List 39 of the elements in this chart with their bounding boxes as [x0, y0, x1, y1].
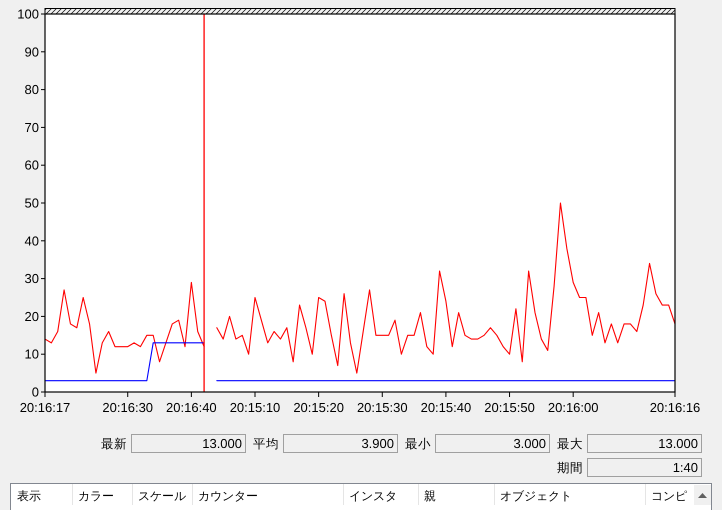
column-header: カウンター [198, 489, 258, 503]
column-header: コンピ [651, 489, 687, 503]
stat-value: 3.000 [513, 436, 546, 451]
column-header: オブジェクト [500, 489, 572, 503]
x-tick-label: 20:15:30 [356, 400, 408, 415]
column-header: インスタ [349, 489, 397, 503]
y-tick-label: 0 [32, 384, 39, 400]
stat-label: 期間 [557, 460, 583, 475]
x-tick-label: 20:15:20 [293, 400, 344, 415]
x-tick-label: 20:16:17 [20, 400, 70, 415]
column-header: 親 [424, 489, 436, 503]
column-header: 表示 [17, 489, 41, 503]
y-tick-label: 10 [24, 346, 39, 362]
column-header: スケール [138, 489, 186, 503]
stat-label: 平均 [253, 436, 279, 451]
y-tick-label: 50 [24, 196, 39, 210]
y-tick-label: 100 [17, 6, 39, 22]
stat-label: 最新 [101, 436, 127, 451]
y-tick-label: 30 [24, 271, 39, 286]
stat-label: 最大 [557, 436, 583, 451]
stat-value: 3.900 [361, 436, 394, 451]
x-tick-label: 20:15:10 [230, 400, 280, 415]
y-tick-label: 80 [24, 82, 39, 98]
y-tick-label: 20 [24, 308, 39, 324]
x-tick-label: 20:16:16 [650, 400, 700, 415]
stat-label: 最小 [405, 436, 431, 451]
x-tick-label: 20:16:00 [548, 400, 598, 415]
x-tick-label: 20:15:50 [484, 400, 535, 415]
stat-value: 13.000 [658, 436, 698, 451]
column-header: カラー [78, 489, 114, 503]
y-tick-label: 60 [24, 158, 39, 173]
y-tick-label: 40 [24, 233, 39, 248]
y-tick-label: 90 [24, 44, 39, 60]
stat-value: 1:40 [672, 460, 698, 475]
stat-value: 13.000 [202, 436, 242, 451]
y-tick-label: 70 [24, 120, 39, 135]
x-tick-label: 20:15:40 [420, 400, 472, 415]
x-tick-label: 20:16:40 [166, 400, 217, 415]
x-tick-label: 20:16:30 [102, 400, 154, 415]
